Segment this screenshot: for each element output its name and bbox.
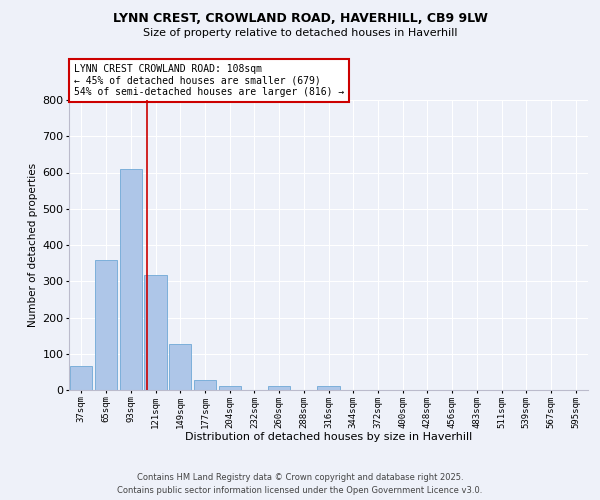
X-axis label: Distribution of detached houses by size in Haverhill: Distribution of detached houses by size …	[185, 432, 472, 442]
Bar	[317, 386, 340, 390]
Bar	[119, 169, 142, 390]
Text: Contains HM Land Registry data © Crown copyright and database right 2025.: Contains HM Land Registry data © Crown c…	[137, 474, 463, 482]
Bar	[268, 386, 290, 390]
Text: Contains public sector information licensed under the Open Government Licence v3: Contains public sector information licen…	[118, 486, 482, 495]
Text: Size of property relative to detached houses in Haverhill: Size of property relative to detached ho…	[143, 28, 457, 38]
Bar	[169, 344, 191, 390]
Bar	[145, 274, 167, 390]
Text: LYNN CREST CROWLAND ROAD: 108sqm
← 45% of detached houses are smaller (679)
54% : LYNN CREST CROWLAND ROAD: 108sqm ← 45% o…	[74, 64, 344, 97]
Bar	[194, 380, 216, 390]
Bar	[70, 366, 92, 390]
Bar	[95, 260, 117, 390]
Text: LYNN CREST, CROWLAND ROAD, HAVERHILL, CB9 9LW: LYNN CREST, CROWLAND ROAD, HAVERHILL, CB…	[113, 12, 487, 26]
Bar	[218, 386, 241, 390]
Y-axis label: Number of detached properties: Number of detached properties	[28, 163, 38, 327]
